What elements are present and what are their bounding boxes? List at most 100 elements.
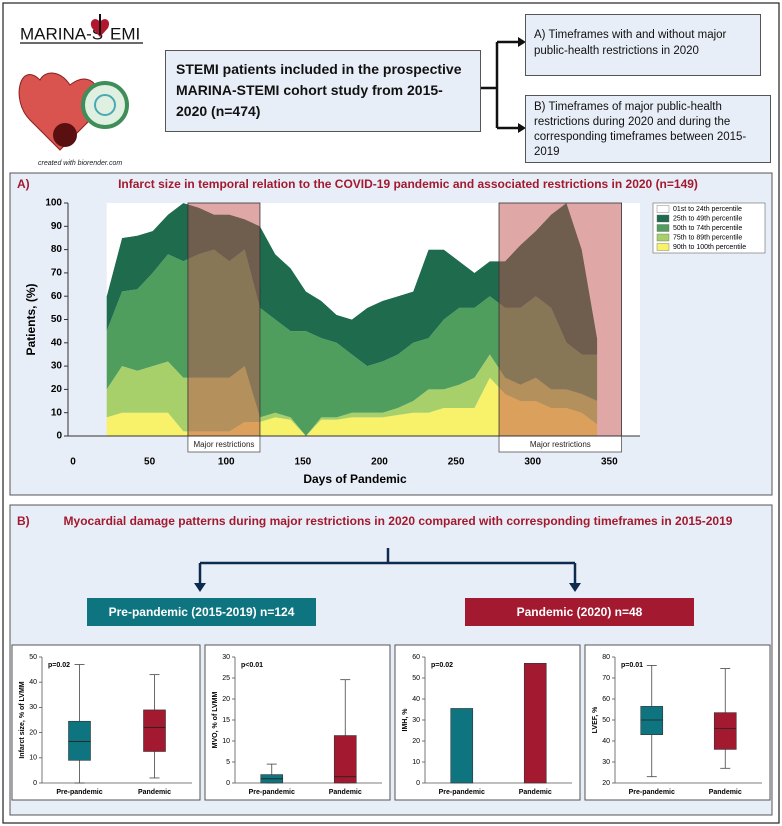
x-tick-label: 300 <box>524 457 541 468</box>
panel-a-title: Infarct size in temporal relation to the… <box>118 177 698 191</box>
virus-core <box>94 94 116 116</box>
y-tick-label: 30 <box>412 717 420 724</box>
restriction-label: Major restrictions <box>530 440 591 449</box>
box <box>333 735 357 784</box>
y-tick-label: 15 <box>222 717 230 724</box>
box <box>640 706 664 735</box>
y-tick-label: 5 <box>226 759 230 766</box>
y-tick-label: 40 <box>602 738 610 745</box>
chart-frame <box>584 644 771 801</box>
y-tick-label: 40 <box>412 696 420 703</box>
legend-frame <box>652 202 766 254</box>
y-tick-label: 50 <box>29 654 37 661</box>
infarct <box>53 123 77 147</box>
restriction-region <box>187 202 261 437</box>
y-tick-label: 10 <box>29 755 37 762</box>
x-tick-label: 150 <box>295 457 312 468</box>
panel-b-title: Myocardial damage patterns during major … <box>64 514 733 528</box>
logo-right: EMI <box>110 24 140 43</box>
legend-swatch <box>656 233 670 242</box>
y-tick-label: 20 <box>29 729 37 736</box>
y-tick-label: 10 <box>412 759 420 766</box>
y-axis-label: Infarct size, % of LVMM <box>19 681 26 758</box>
group-label: Pre-pandemic (2015-2019) n=124 <box>87 598 316 626</box>
y-axis-label: IMH, % <box>402 708 409 732</box>
y-tick-label: 70 <box>602 675 610 682</box>
outcome-b: B) Timeframes of major public-health res… <box>525 95 771 163</box>
x-axis-label: Days of Pandemic <box>303 472 407 486</box>
x-tick-label: 200 <box>371 457 388 468</box>
y-tick-label: 10 <box>222 738 230 745</box>
legend-label: 01st to 24th percentile <box>673 206 742 213</box>
y-tick-label: 60 <box>602 696 610 703</box>
box <box>143 709 166 752</box>
y-tick-label: 80 <box>602 654 610 661</box>
panel-b-heading: B) <box>17 514 30 528</box>
logo-t <box>99 14 101 35</box>
x-tick-label: 350 <box>601 457 618 468</box>
bar <box>450 708 474 784</box>
y-tick-label: 50 <box>51 314 63 325</box>
x-tick-label: Pandemic <box>709 789 742 796</box>
legend-label: 90th to 100th percentile <box>673 244 746 251</box>
legend-swatch <box>656 243 670 251</box>
legend-swatch <box>656 224 670 232</box>
chart-frame <box>394 644 581 801</box>
legend-swatch <box>656 214 670 223</box>
y-tick-label: 40 <box>29 679 37 686</box>
y-tick-label: 25 <box>222 675 230 682</box>
logo-left: MARINA-S <box>20 24 103 43</box>
x-tick-label: Pandemic <box>329 789 362 796</box>
y-tick-label: 100 <box>45 198 62 209</box>
x-tick-label: Pre-pandemic <box>56 789 102 796</box>
flow-arrows <box>481 40 520 130</box>
x-tick-label: 250 <box>448 457 465 468</box>
x-tick-label: 0 <box>70 457 76 468</box>
area-band <box>106 203 598 339</box>
y-tick-label: 0 <box>416 780 420 787</box>
y-tick-label: 30 <box>222 654 230 661</box>
p-value: p=0.01 <box>621 662 643 669</box>
outcome-a: A) Timeframes with and without major pub… <box>525 14 761 76</box>
y-tick-label: 10 <box>51 407 63 418</box>
x-tick-label: Pre-pandemic <box>439 789 485 796</box>
y-axis-label: MVO, % of LVMM <box>212 692 219 749</box>
y-tick-label: 60 <box>412 654 420 661</box>
x-tick-label: Pandemic <box>519 789 552 796</box>
x-tick-label: 50 <box>144 457 156 468</box>
y-tick-label: 50 <box>602 717 610 724</box>
y-tick-label: 20 <box>602 780 610 787</box>
legend-swatch <box>656 205 670 213</box>
legend-label: 50th to 74th percentile <box>673 225 742 232</box>
x-tick-label: Pre-pandemic <box>629 789 675 796</box>
credit: created with biorender.com <box>38 160 122 167</box>
bar <box>523 662 547 784</box>
y-tick-label: 20 <box>51 384 63 395</box>
y-tick-label: 50 <box>412 675 420 682</box>
y-tick-label: 30 <box>29 704 37 711</box>
panel-a-heading: A) <box>17 177 30 191</box>
study-box: STEMI patients included in the prospecti… <box>165 50 481 132</box>
y-tick-label: 30 <box>602 759 610 766</box>
area-band <box>106 377 598 436</box>
y-tick-label: 20 <box>222 696 230 703</box>
p-value: p=0.02 <box>431 662 453 669</box>
chart-frame <box>11 644 201 801</box>
y-axis-label: LVEF, % <box>592 706 599 733</box>
y-tick-label: 0 <box>226 780 230 787</box>
y-tick-label: 30 <box>51 361 63 372</box>
y-tick-label: 40 <box>51 337 63 348</box>
y-tick-label: 0 <box>56 431 62 442</box>
y-tick-label: 60 <box>51 291 63 302</box>
group-label: Pandemic (2020) n=48 <box>465 598 694 626</box>
box <box>68 720 91 761</box>
x-tick-label: 100 <box>218 457 235 468</box>
restriction-region <box>498 202 623 437</box>
y-tick-label: 20 <box>412 738 420 745</box>
y-tick-label: 0 <box>33 780 37 787</box>
box <box>713 712 737 750</box>
branch-arrows <box>198 548 577 585</box>
